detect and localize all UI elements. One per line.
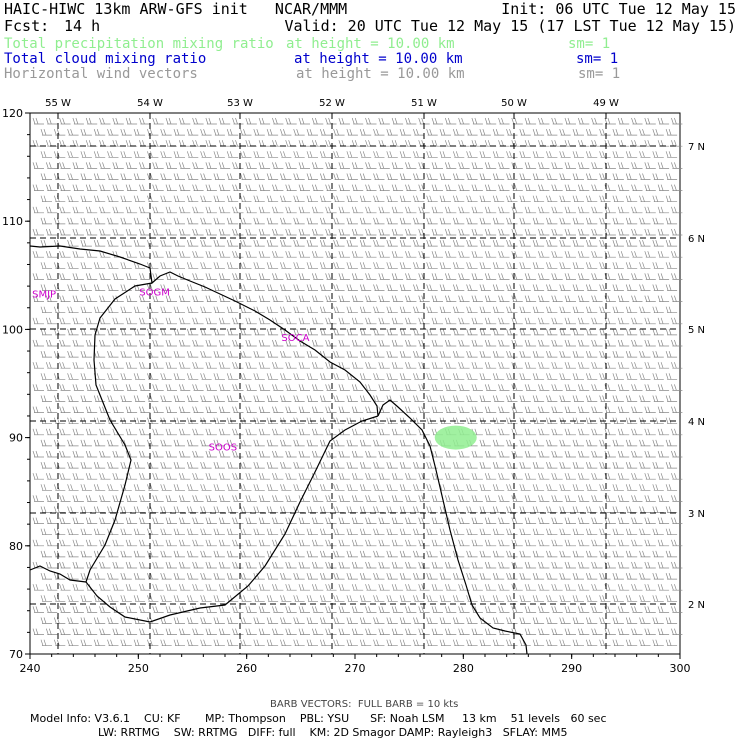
x-tick-label: 250 xyxy=(128,662,149,675)
field-wind-height: at height = 10.00 km xyxy=(296,66,465,82)
field-precip-name: Total precipitation mixing ratio xyxy=(4,36,274,52)
station-label: SOGM xyxy=(139,288,170,299)
lat-lon-grid: 55 W 54 W 53 W 52 W 51 W 50 W 49 W 7 N 6 N 5 N 4 N… xyxy=(30,98,705,654)
wind-barbs xyxy=(32,117,683,647)
x-tick-label: 270 xyxy=(345,662,366,675)
lat-label: 5 N xyxy=(688,325,705,336)
lat-label: 3 N xyxy=(688,509,705,520)
barb-note: BARB VECTORS: FULL BARB = 10 kts xyxy=(270,699,459,710)
lat-label: 7 N xyxy=(688,142,705,153)
lat-label: 4 N xyxy=(688,417,705,428)
y-tick-label: 90 xyxy=(9,432,23,445)
lon-label: 52 W xyxy=(319,98,345,109)
axis-ticks: 240 250 260 270 280 290 300 70 80 90 100 110 120 xyxy=(2,107,691,675)
coastline-segment xyxy=(29,245,379,417)
coastline xyxy=(29,245,528,655)
station-label: SOCA xyxy=(281,333,309,344)
y-tick-label: 80 xyxy=(9,540,23,553)
x-tick-label: 280 xyxy=(453,662,474,675)
field-cloud-name: Total cloud mixing ratio xyxy=(4,51,207,67)
wind-barb-field xyxy=(32,117,683,647)
lon-label: 53 W xyxy=(227,98,253,109)
header-init: Init: 06 UTC Tue 12 May 15 xyxy=(501,0,736,18)
field-precip-sm: sm= 1 xyxy=(568,36,611,52)
x-tick-label: 260 xyxy=(236,662,257,675)
y-tick-label: 70 xyxy=(9,648,23,661)
field-cloud-sm: sm= 1 xyxy=(576,51,619,67)
lon-label: 50 W xyxy=(501,98,527,109)
lon-label: 54 W xyxy=(137,98,163,109)
header-fcst-label: Fcst: xyxy=(4,17,50,35)
coastline-segment xyxy=(377,399,528,655)
header-title: HAIC-HIWC 13km ARW-GFS init NCAR/MMM xyxy=(4,0,348,18)
y-tick-label: 120 xyxy=(2,107,23,120)
x-tick-label: 240 xyxy=(20,662,41,675)
x-tick-label: 290 xyxy=(561,662,582,675)
lat-label: 2 N xyxy=(688,600,705,611)
coastline-segment xyxy=(29,565,87,583)
map-frame xyxy=(29,112,681,655)
y-tick-label: 100 xyxy=(2,323,23,336)
precip-blob xyxy=(434,425,477,450)
field-wind-name: Horizontal wind vectors xyxy=(4,66,198,82)
lon-label: 51 W xyxy=(411,98,437,109)
footer-physics: LW: RRTMG SW: RRTMG DIFF: full KM: 2D Sm… xyxy=(98,726,568,739)
field-wind-sm: sm= 1 xyxy=(578,66,621,82)
header-fcst-value: 14 h xyxy=(64,17,101,35)
lon-label: 49 W xyxy=(593,98,619,109)
lon-label: 55 W xyxy=(45,98,71,109)
station-label: SOOS xyxy=(209,442,237,453)
lat-label: 6 N xyxy=(688,234,705,245)
y-tick-label: 110 xyxy=(2,215,23,228)
header-valid: Valid: 20 UTC Tue 12 May 15 (17 LST Tue … xyxy=(284,17,736,35)
field-precip-height: at height = 10.00 km xyxy=(286,36,455,52)
coastline-segment xyxy=(85,282,379,623)
station-labels: SMJP SOGM SOCA SOOS xyxy=(32,288,309,454)
station-label: SMJP xyxy=(32,290,56,301)
field-cloud-height: at height = 10.00 km xyxy=(294,51,463,67)
x-tick-label: 300 xyxy=(670,662,691,675)
footer-model-info: Model Info: V3.6.1 CU: KF MP: Thompson P… xyxy=(30,712,607,725)
